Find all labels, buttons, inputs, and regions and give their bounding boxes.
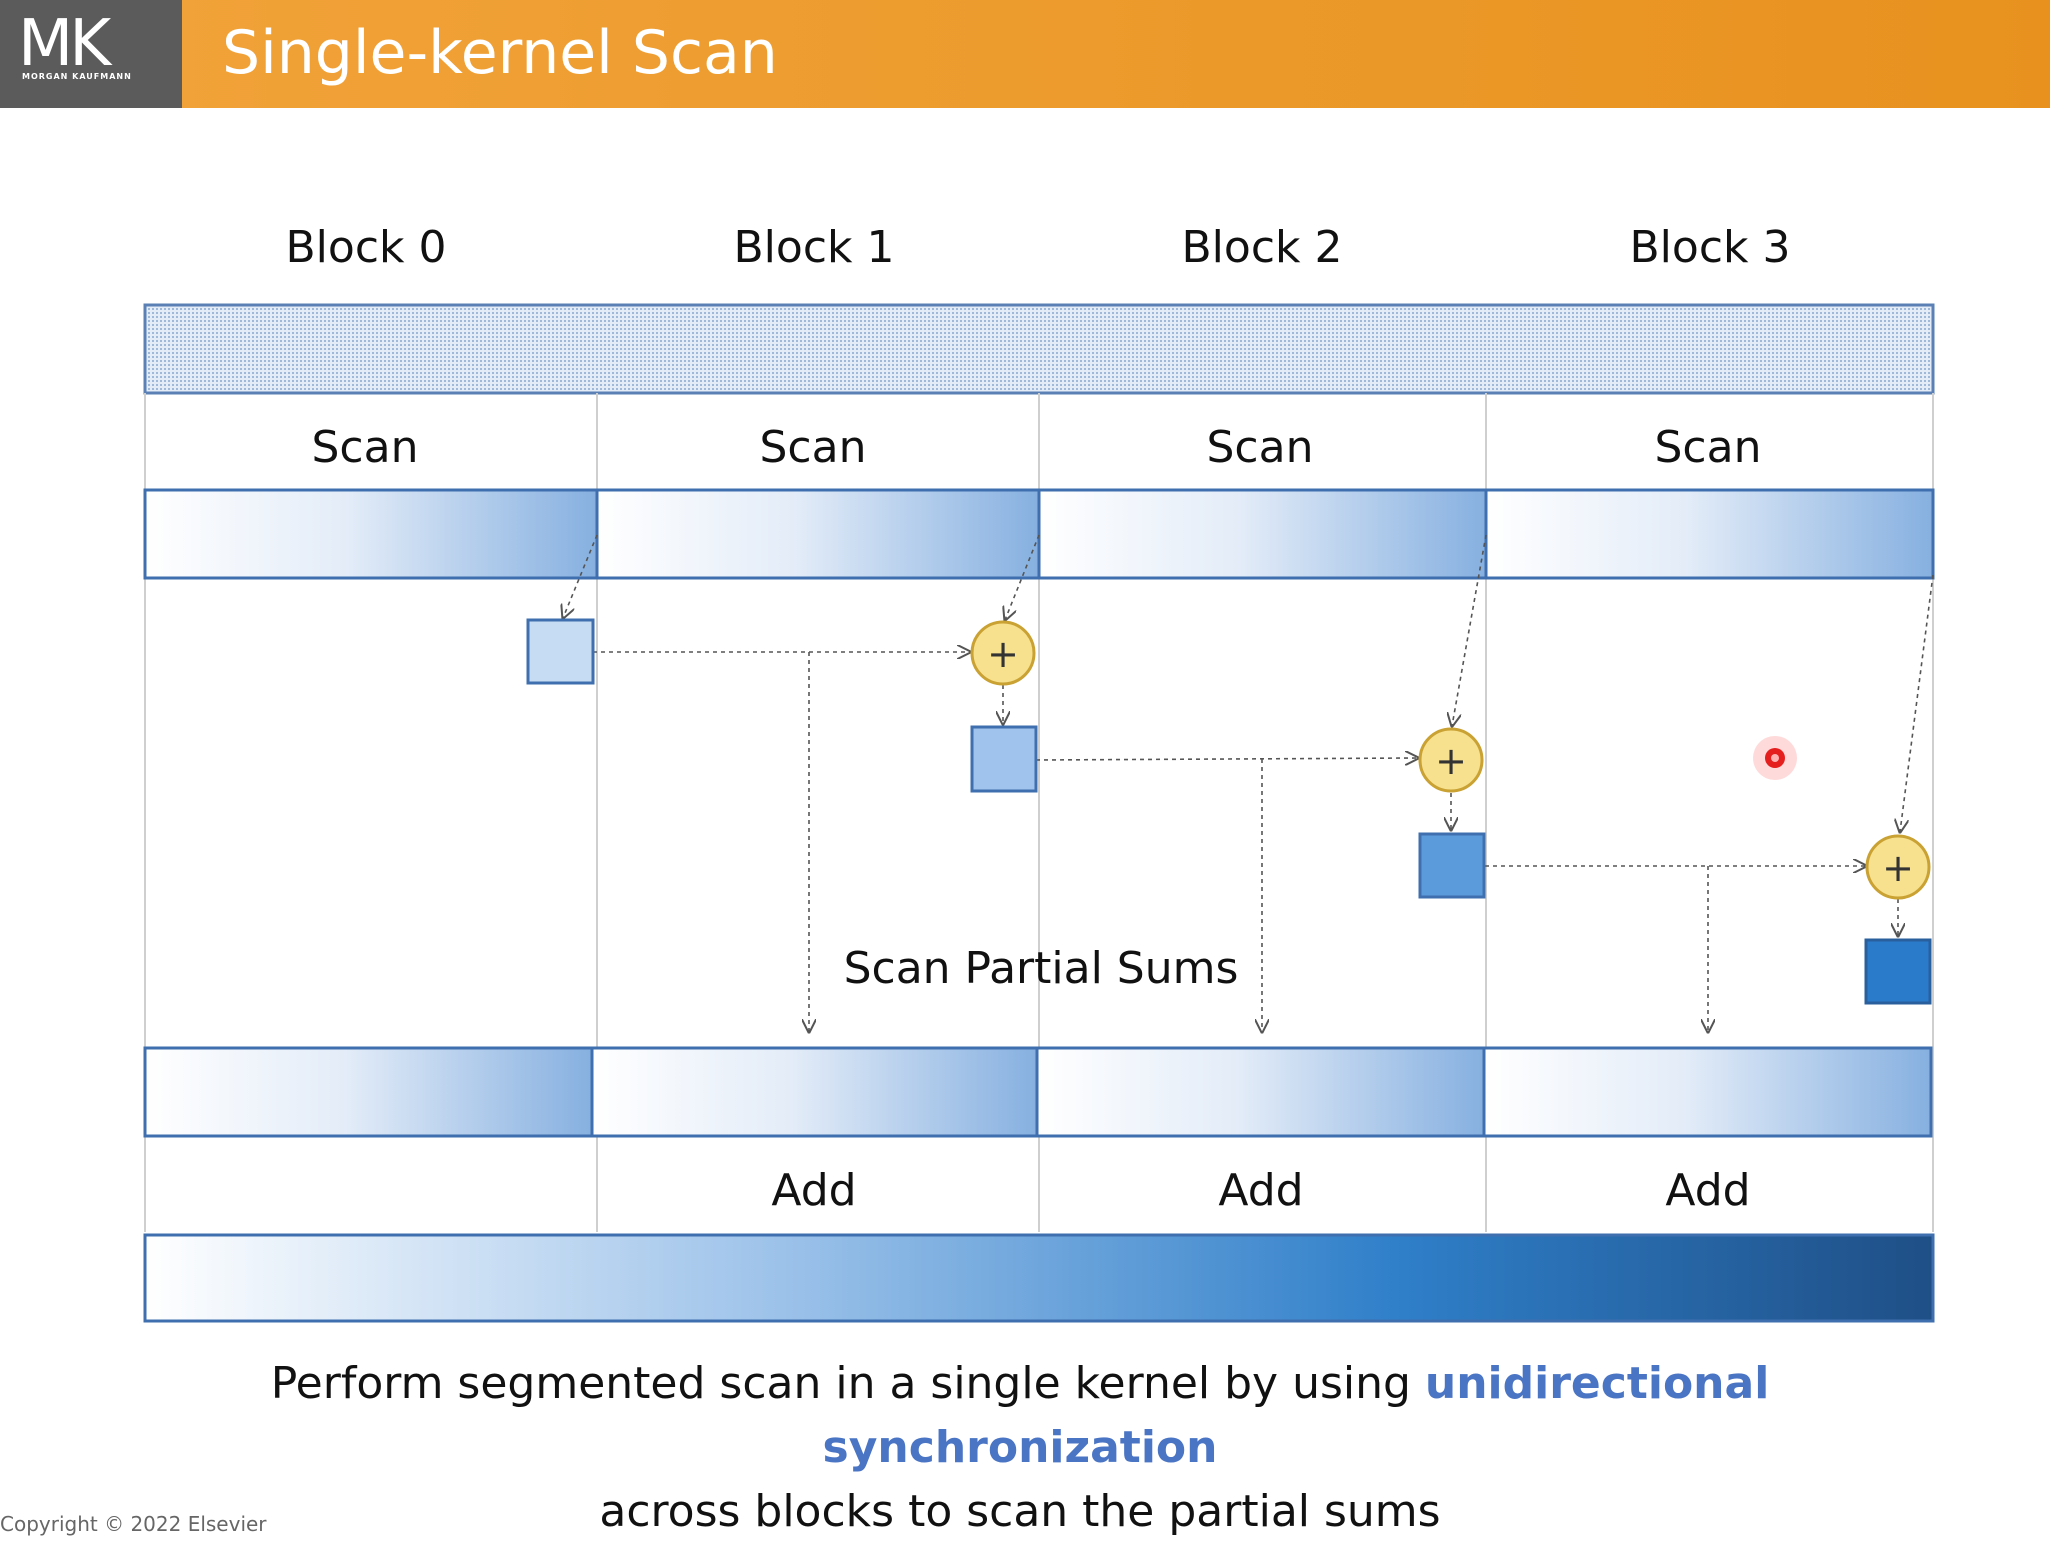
scanned-segment-block-1 [595, 488, 1041, 580]
scan-partial-sums-label: Scan Partial Sums [844, 943, 1239, 994]
scan-label: Scan [1207, 422, 1314, 473]
partial-result-segment-block-2 [1035, 1046, 1486, 1138]
scan-label: Scan [312, 422, 419, 473]
add-label: Add [1665, 1165, 1750, 1216]
slide-title: Single-kernel Scan [222, 18, 778, 88]
plus-node: + [1865, 834, 1931, 900]
plus-icon: + [1435, 739, 1467, 783]
partial-sum-box-block-3 [1864, 938, 1932, 1005]
partial-sum-box-block-2 [1418, 832, 1486, 899]
scanned-segment-block-3 [1484, 488, 1935, 580]
block-label: Block 1 [734, 222, 895, 273]
add-label: Add [1218, 1165, 1303, 1216]
plus-icon: + [1882, 846, 1914, 890]
scanned-segment-block-0 [143, 488, 599, 580]
logo-mark: MK [18, 7, 111, 81]
partial-result-segment-block-1 [590, 1046, 1039, 1138]
caption-line2: across blocks to scan the partial sums [599, 1486, 1441, 1537]
scan-label: Scan [1655, 422, 1762, 473]
plus-icon: + [987, 632, 1019, 676]
final-output-array [143, 1233, 1935, 1323]
laser-pointer-dot [1753, 736, 1797, 780]
block-label: Block 2 [1182, 222, 1343, 273]
block-label: Block 0 [286, 222, 447, 273]
copyright-notice: Copyright © 2022 Elsevier [0, 1512, 267, 1536]
scan-label: Scan [760, 422, 867, 473]
plus-node: + [1418, 727, 1484, 793]
scanned-segment-block-2 [1037, 488, 1488, 580]
add-label: Add [771, 1165, 856, 1216]
logo-subtext: MORGAN KAUFMANN [22, 72, 132, 81]
caption-highlight: unidirectional synchronization [822, 1358, 1770, 1473]
header-bar: MK MORGAN KAUFMANN Single-kernel Scan [0, 0, 2050, 108]
partial-result-segment-block-3 [1482, 1046, 1933, 1138]
partial-sum-box-block-1 [970, 725, 1038, 793]
dependency-arrows [563, 534, 1934, 1032]
slide-caption: Perform segmented scan in a single kerne… [100, 1352, 1940, 1544]
partial-sum-box-block-0 [526, 618, 595, 685]
publisher-logo: MK MORGAN KAUFMANN [0, 0, 182, 108]
single-kernel-scan-diagram: Block 0 Block 1 Block 2 Block 3 Scan Sca… [143, 222, 1935, 1323]
caption-line1-prefix: Perform segmented scan in a single kerne… [270, 1358, 1425, 1409]
input-array [143, 303, 1935, 395]
partial-result-segment-block-0 [143, 1046, 594, 1138]
plus-node: + [970, 620, 1036, 686]
block-label: Block 3 [1630, 222, 1791, 273]
